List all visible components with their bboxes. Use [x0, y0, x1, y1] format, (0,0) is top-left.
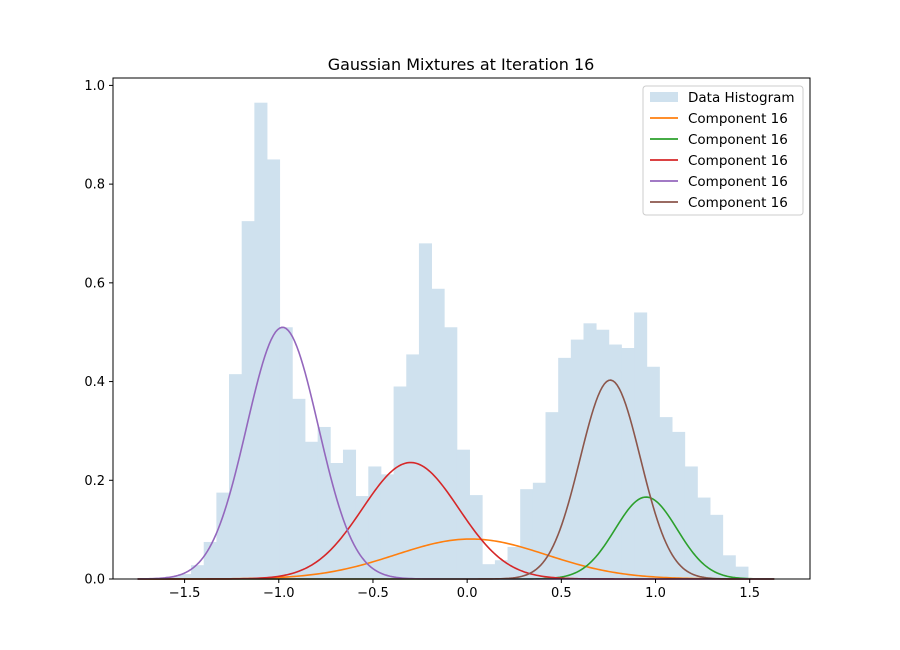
- histogram-bar: [507, 546, 521, 579]
- legend-box: [642, 85, 804, 216]
- histogram-bar: [191, 565, 205, 579]
- legend-label-component: Component 16: [688, 174, 788, 190]
- legend: Data Histogram Component 16 Component 16 Co…: [642, 85, 804, 216]
- histogram-bar: [241, 221, 255, 579]
- legend-label-component: Component 16: [688, 111, 788, 127]
- plot-frame: [112, 77, 811, 580]
- x-tick-label: 1.0: [645, 586, 666, 601]
- x-tick-label: −0.5: [357, 586, 389, 601]
- x-axis-ticks: −1.5 −1.0 −0.5 0.0 0.5 1.0 1.5: [169, 579, 760, 601]
- x-tick-label: −1.5: [169, 586, 201, 601]
- histogram-bar: [292, 398, 306, 579]
- histogram-bar: [279, 327, 293, 579]
- histogram-bar: [646, 366, 660, 579]
- histogram-bar: [431, 288, 445, 579]
- histogram-bar: [406, 354, 420, 579]
- y-tick-label: 0.6: [84, 276, 105, 291]
- x-tick-label: −1.0: [263, 586, 295, 601]
- histogram-bar: [722, 555, 736, 579]
- y-tick-label: 1.0: [84, 79, 105, 94]
- legend-label-component: Component 16: [688, 195, 788, 211]
- histogram-bar: [697, 497, 711, 579]
- y-tick-label: 0.4: [84, 375, 105, 390]
- histogram-bar: [393, 386, 407, 579]
- histogram-bar: [482, 564, 496, 579]
- histogram-bar: [608, 344, 622, 579]
- histogram-bar: [583, 323, 597, 579]
- histogram-bar: [621, 347, 635, 579]
- legend-label-component: Component 16: [688, 132, 788, 148]
- histogram-bar: [418, 243, 432, 579]
- histogram-bar: [355, 496, 369, 579]
- x-tick-label: 0.5: [551, 586, 572, 601]
- x-tick-label: 1.5: [739, 586, 760, 601]
- histogram-bar: [342, 449, 357, 579]
- histogram-bar: [735, 566, 749, 579]
- histogram-bar: [684, 466, 698, 579]
- histogram-bar: [545, 412, 559, 579]
- histogram-bar: [330, 463, 344, 579]
- histogram-bar: [710, 514, 724, 579]
- histogram-bar: [634, 312, 648, 579]
- legend-swatch-histogram: [650, 92, 678, 102]
- y-axis-ticks: 0.0 0.2 0.4 0.6 0.8 1.0: [84, 79, 113, 588]
- histogram-bar: [532, 482, 546, 579]
- histogram-bar: [570, 339, 584, 579]
- histogram-bar: [178, 574, 192, 579]
- histogram-bar: [304, 441, 319, 579]
- legend-label-component: Component 16: [688, 153, 788, 169]
- y-tick-label: 0.8: [84, 178, 105, 193]
- histogram-bar: [659, 417, 673, 579]
- chart-title: Gaussian Mixtures at Iteration 16: [328, 55, 595, 74]
- y-tick-label: 0.0: [84, 573, 105, 588]
- histogram-bar: [216, 492, 230, 579]
- histogram-bar: [558, 357, 572, 579]
- histogram-bar: [444, 327, 458, 579]
- x-tick-label: 0.0: [457, 586, 478, 601]
- histogram-bar: [254, 102, 268, 579]
- histogram-bar: [380, 474, 395, 579]
- histogram-bar: [165, 576, 179, 579]
- histogram-bar: [494, 560, 508, 579]
- histogram-bar: [520, 489, 534, 579]
- legend-label-histogram: Data Histogram: [688, 90, 795, 106]
- histogram-bar: [267, 159, 281, 579]
- histogram-bar: [469, 495, 483, 579]
- histogram-bar: [672, 431, 686, 579]
- histogram-bar: [229, 374, 243, 579]
- y-tick-label: 0.2: [84, 474, 105, 489]
